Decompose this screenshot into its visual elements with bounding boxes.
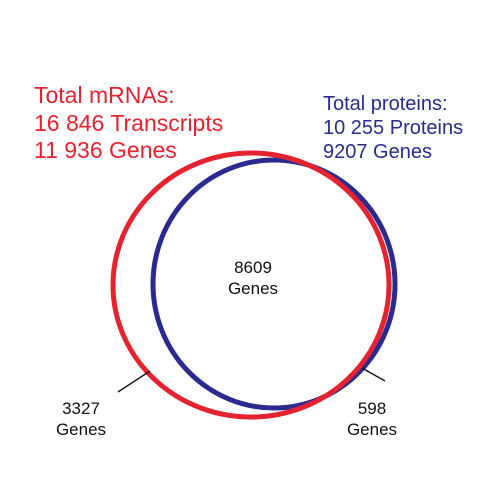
- mrna-only-leader-line: [117, 370, 151, 393]
- protein-count: 10 255 Proteins: [323, 117, 464, 139]
- protein-only-leader-line: [361, 367, 386, 382]
- overlap-unit: Genes: [227, 279, 279, 299]
- protein-set-label: Total proteins: 10 255 Proteins 9207 Gen…: [323, 92, 463, 164]
- mrna-circle: [110, 150, 392, 420]
- mrna-set-label: Total mRNAs: 16 846 Transcripts 11 936 G…: [34, 82, 223, 165]
- mrna-transcript-count: 16 846 Transcripts: [34, 109, 224, 136]
- protein-only-label: 598 Genes: [342, 398, 402, 441]
- overlap-count: 8609: [234, 258, 272, 277]
- protein-set-title: Total proteins:: [323, 93, 448, 115]
- overlap-label: 8609 Genes: [218, 257, 288, 300]
- mrna-only-unit: Genes: [55, 420, 107, 440]
- protein-circle: [150, 157, 398, 411]
- protein-only-unit: Genes: [346, 420, 398, 440]
- mrna-gene-count: 11 936 Genes: [34, 137, 177, 164]
- protein-gene-count: 9207 Genes: [323, 141, 432, 163]
- protein-only-count: 598: [357, 399, 387, 418]
- mrna-only-label: 3327 Genes: [46, 398, 116, 441]
- mrna-only-count: 3327: [62, 399, 100, 418]
- mrna-set-title: Total mRNAs:: [34, 82, 175, 108]
